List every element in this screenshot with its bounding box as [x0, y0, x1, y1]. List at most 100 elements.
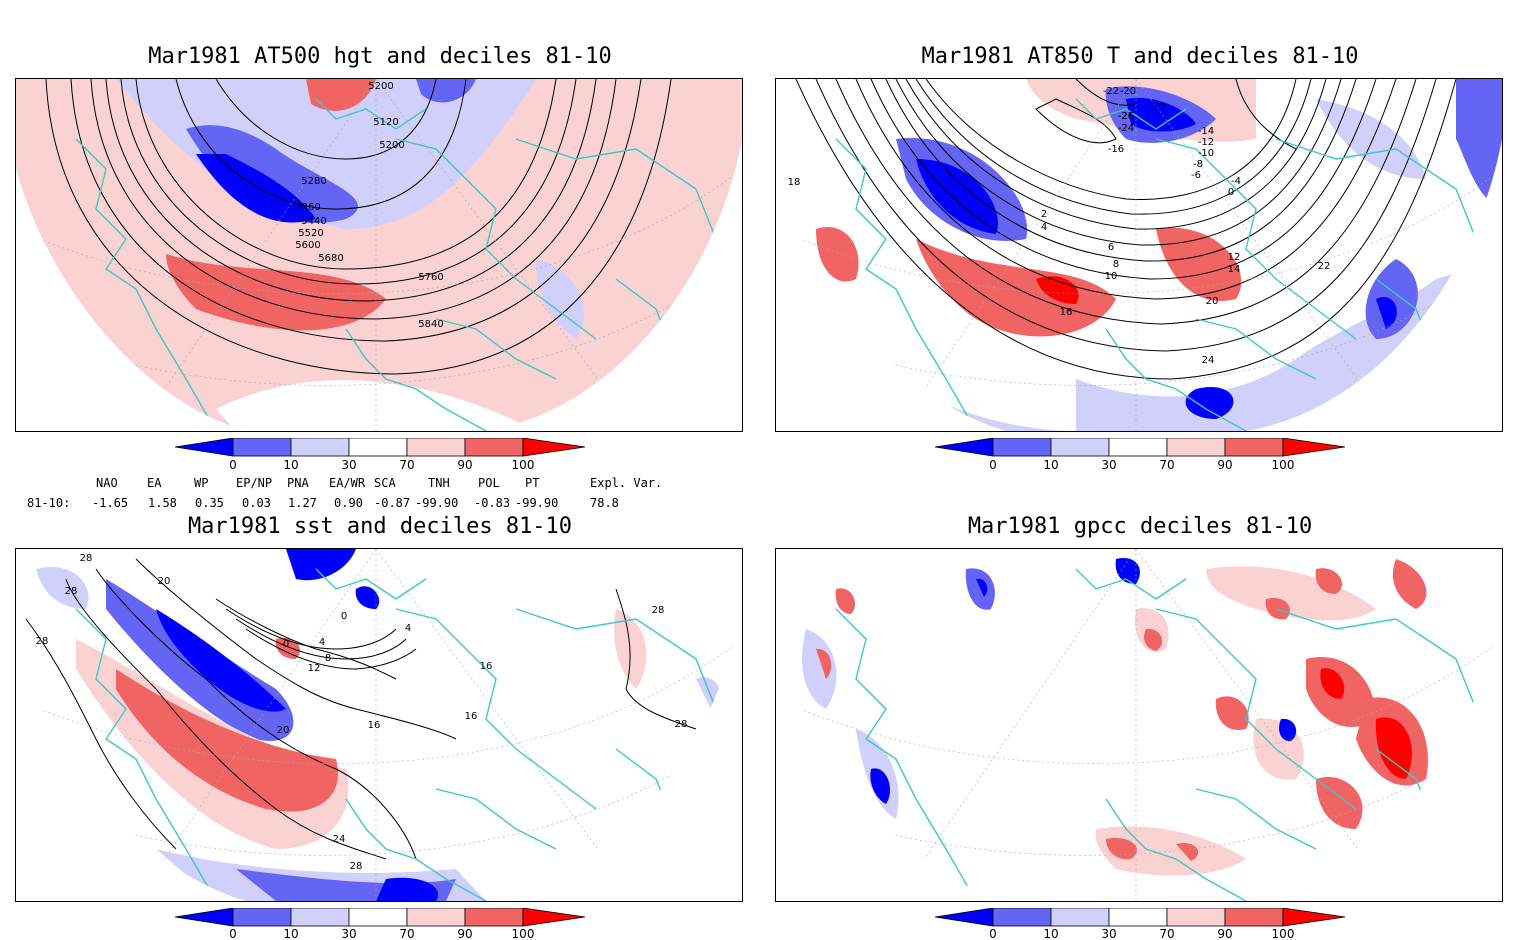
contour-label: -20 — [1120, 86, 1136, 97]
colorbar-tick: 90 — [457, 927, 472, 940]
contour-label: -4 — [1231, 176, 1241, 187]
panel-title-hgt500: Mar1981 AT500 hgt and deciles 81-10 — [148, 44, 612, 69]
colorbar-tick: 90 — [457, 458, 472, 472]
colorbar-t850: 0 10 30 70 90 100 — [935, 438, 1355, 478]
map-panel-t850: -22 -20 -22 -26 -24 -16 -14 -12 -10 -8 -… — [775, 78, 1503, 432]
contour-label: 12 — [1228, 252, 1241, 263]
contour-label: 5600 — [295, 240, 320, 251]
colorbar-tick: 30 — [341, 458, 356, 472]
index-value-explvar: 78.8 — [590, 496, 619, 510]
contour-label: 16 — [368, 720, 381, 731]
map-hgt500-svg: 5200 5120 5200 5280 5360 5440 5520 5600 … — [16, 79, 742, 431]
index-header-explvar: Expl. Var. — [590, 476, 663, 490]
colorbar-tick: 100 — [1272, 927, 1295, 940]
index-value-wp: 0.35 — [195, 496, 224, 510]
contour-label: 4 — [319, 637, 325, 648]
colorbar-svg: 0 10 30 70 90 100 — [935, 438, 1346, 472]
contour-label: 5760 — [418, 272, 443, 283]
index-header-epnp: EP/NP — [236, 476, 273, 490]
precip-anomaly-patches — [802, 558, 1428, 876]
colorbar-sst: 0 10 30 70 90 100 — [175, 908, 595, 940]
contour-label: 5440 — [301, 216, 326, 227]
colorbar-tick: 90 — [1217, 927, 1232, 940]
contour-label: 24 — [333, 834, 346, 845]
colorbar-tick: 90 — [1217, 458, 1232, 472]
contour-label: -22 — [1150, 102, 1166, 113]
contour-label: 5680 — [318, 253, 343, 264]
colorbar-tick: 10 — [283, 927, 298, 940]
contour-label: 0 — [1228, 187, 1234, 198]
colorbar-tick: 0 — [989, 927, 997, 940]
t850-contour-labels: -22 -20 -22 -26 -24 -16 -14 -12 -10 -8 -… — [788, 86, 1331, 366]
colorbar-tick: 10 — [1043, 927, 1058, 940]
index-header-pna: PNA — [287, 476, 309, 490]
colorbar-tick: 70 — [1159, 927, 1174, 940]
contour-label: 14 — [1228, 264, 1241, 275]
contour-label: -8 — [1193, 159, 1203, 170]
colorbar-tick: 0 — [989, 458, 997, 472]
colorbar-tick: 30 — [1101, 927, 1116, 940]
index-header-ea: EA — [147, 476, 162, 490]
contour-label: 28 — [350, 861, 363, 872]
map-panel-gpcc — [775, 548, 1503, 902]
contour-label: 22 — [1318, 261, 1331, 272]
contour-label: 28 — [80, 553, 93, 564]
contour-label: 5200 — [379, 140, 404, 151]
contour-label: 5520 — [298, 228, 323, 239]
contour-label: 28 — [675, 719, 688, 730]
contour-label: 5840 — [418, 319, 443, 330]
index-value-nao: -1.65 — [92, 496, 129, 510]
contour-label: 4 — [405, 623, 411, 634]
colorbar-tick: 100 — [512, 927, 535, 940]
colorbar-svg: 0 10 30 70 90 100 — [175, 438, 586, 472]
contour-label: -26 — [1118, 111, 1134, 122]
contour-label: -16 — [1108, 144, 1124, 155]
colorbar-tick: 70 — [1159, 458, 1174, 472]
index-value-pt: -99.90 — [515, 496, 559, 510]
index-value-sca: -0.87 — [374, 496, 411, 510]
map-sst-svg: 28 28 28 20 0 4 8 12 16 20 24 28 0 4 16 … — [16, 549, 742, 901]
colorbar-tick: 100 — [1272, 458, 1295, 472]
panel-title-t850: Mar1981 AT850 T and deciles 81-10 — [921, 44, 1359, 69]
colorbar-svg: 0 10 30 70 90 100 — [935, 908, 1346, 940]
contour-label: 28 — [652, 605, 665, 616]
index-row-label: 81-10: — [27, 496, 71, 510]
contour-label: 5280 — [301, 176, 326, 187]
colorbar-tick: 10 — [1043, 458, 1058, 472]
contour-label: 8 — [325, 653, 331, 664]
map-panel-sst: 28 28 28 20 0 4 8 12 16 20 24 28 0 4 16 … — [15, 548, 743, 902]
panel-title-gpcc: Mar1981 gpcc deciles 81-10 — [967, 514, 1313, 539]
contour-label: 4 — [1041, 222, 1047, 233]
colorbar-tick: 10 — [283, 458, 298, 472]
contour-label: 20 — [277, 725, 290, 736]
colorbar-tick: 0 — [229, 458, 237, 472]
contour-label: 20 — [1206, 296, 1219, 307]
index-header-pt: PT — [525, 476, 540, 490]
colorbar-hgt500: 0 10 30 70 90 100 — [175, 438, 595, 478]
contour-label: 5120 — [373, 117, 398, 128]
contour-label: 18 — [788, 177, 801, 188]
index-header-sca: SCA — [374, 476, 396, 490]
colorbar-gpcc: 0 10 30 70 90 100 — [935, 908, 1355, 940]
contour-label: 10 — [1105, 271, 1118, 282]
contour-label: 16 — [465, 711, 478, 722]
hgt500-contour-labels: 5200 5120 5200 5280 5360 5440 5520 5600 … — [295, 81, 443, 330]
colorbar-tick: 70 — [399, 927, 414, 940]
panel-title-sst: Mar1981 sst and deciles 81-10 — [187, 514, 573, 539]
contour-label: 16 — [1060, 307, 1073, 318]
contour-label: -24 — [1118, 123, 1134, 134]
contour-label: 20 — [158, 576, 171, 587]
index-value-eawr: 0.90 — [334, 496, 363, 510]
index-value-tnh: -99.90 — [415, 496, 459, 510]
index-value-pna: 1.27 — [288, 496, 317, 510]
contour-label: 24 — [1202, 355, 1215, 366]
sst-contour-labels: 28 28 28 20 0 4 8 12 16 20 24 28 0 4 16 … — [36, 553, 688, 872]
index-header-tnh: TNH — [428, 476, 450, 490]
colorbar-tick: 70 — [399, 458, 414, 472]
contour-label: 12 — [308, 663, 321, 674]
contour-label: 5360 — [295, 202, 320, 213]
index-header-eawr: EA/WR — [329, 476, 366, 490]
contour-label: 0 — [341, 611, 347, 622]
index-header-wp: WP — [194, 476, 209, 490]
colorbar-tick: 30 — [341, 927, 356, 940]
